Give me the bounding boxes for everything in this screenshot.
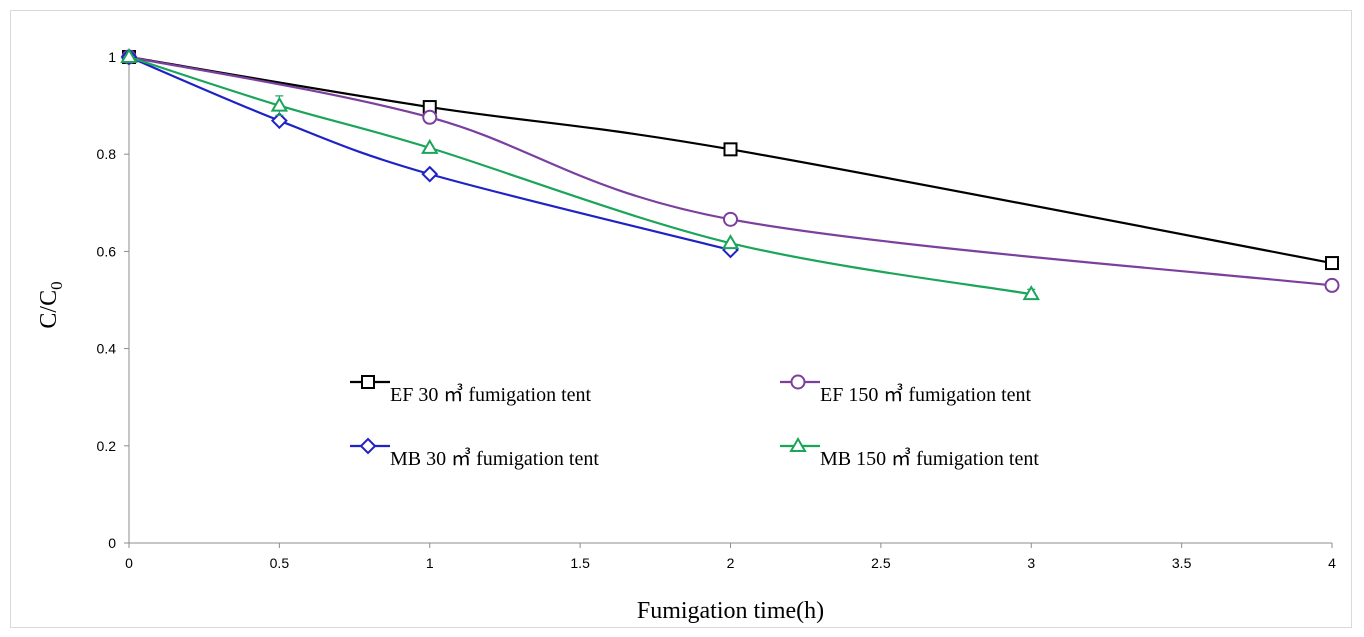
x-tick-label: 2	[727, 555, 735, 571]
series-layer	[120, 48, 1340, 301]
series-triangle	[120, 48, 1040, 301]
y-tick-label: 0.8	[97, 146, 117, 162]
chart-frame	[10, 10, 1352, 628]
legend: EF 30 ㎥ fumigation tent EF 150 ㎥ fumigati…	[350, 374, 1039, 470]
y-tick-label: 0	[108, 535, 116, 551]
y-axis-ticks: 0 0.2 0.4 0.6 0.8 1	[97, 49, 129, 551]
y-tick-label: 0.2	[97, 438, 117, 454]
data-point-diamond	[270, 112, 288, 130]
x-axis-ticks: 0 0.5 1 1.5 2 2.5 3 3.5 4	[125, 543, 1336, 571]
data-point-circle	[723, 211, 738, 227]
data-point-triangle	[721, 234, 740, 250]
data-point-triangle	[1022, 285, 1040, 301]
data-point-circle	[790, 374, 806, 390]
legend-label: EF 150 ㎥ fumigation tent	[820, 382, 1032, 406]
data-point-triangle	[789, 437, 807, 452]
x-axis-title: Fumigation time(h)	[637, 598, 824, 624]
legend-item: EF 30 ㎥ fumigation tent	[350, 375, 592, 406]
data-point-triangle	[421, 138, 439, 154]
data-point-circle	[422, 109, 438, 125]
legend-label: EF 30 ㎥ fumigation tent	[390, 382, 592, 406]
legend-label: MB 150 ㎥ fumigation tent	[820, 446, 1039, 470]
y-axis-title: C/C0	[36, 281, 66, 328]
data-point-diamond	[421, 165, 439, 183]
legend-item: MB 30 ㎥ fumigation tent	[350, 437, 599, 470]
series-line	[128, 55, 1333, 265]
data-point-circle	[1324, 277, 1340, 293]
x-tick-label: 2.5	[871, 555, 891, 571]
y-axis-title-main: C/C	[36, 290, 62, 329]
y-tick-label: 0.6	[97, 243, 117, 259]
data-point-triangle	[270, 96, 289, 112]
x-tick-label: 0	[125, 555, 133, 571]
data-point-square	[361, 375, 375, 389]
legend-label: MB 30 ㎥ fumigation tent	[390, 446, 599, 470]
y-tick-label: 1	[108, 49, 116, 65]
legend-item: MB 150 ㎥ fumigation tent	[780, 437, 1039, 470]
data-point-square	[723, 142, 738, 157]
x-tick-label: 1	[426, 555, 434, 571]
x-tick-label: 1.5	[570, 555, 590, 571]
x-tick-label: 4	[1328, 555, 1336, 571]
data-point-square	[1325, 256, 1339, 271]
y-axis-title-subscript: 0	[47, 281, 66, 290]
data-point-triangle	[120, 48, 138, 63]
series-line	[128, 55, 731, 252]
axes	[128, 53, 1332, 544]
x-tick-label: 3.5	[1172, 555, 1192, 571]
legend-item: EF 150 ㎥ fumigation tent	[780, 374, 1032, 406]
series-line	[128, 55, 1032, 296]
series-line	[128, 55, 1333, 287]
data-point-diamond	[359, 437, 377, 455]
x-tick-label: 0.5	[270, 555, 290, 571]
x-tick-label: 3	[1027, 555, 1035, 571]
y-tick-label: 0.4	[97, 341, 117, 357]
